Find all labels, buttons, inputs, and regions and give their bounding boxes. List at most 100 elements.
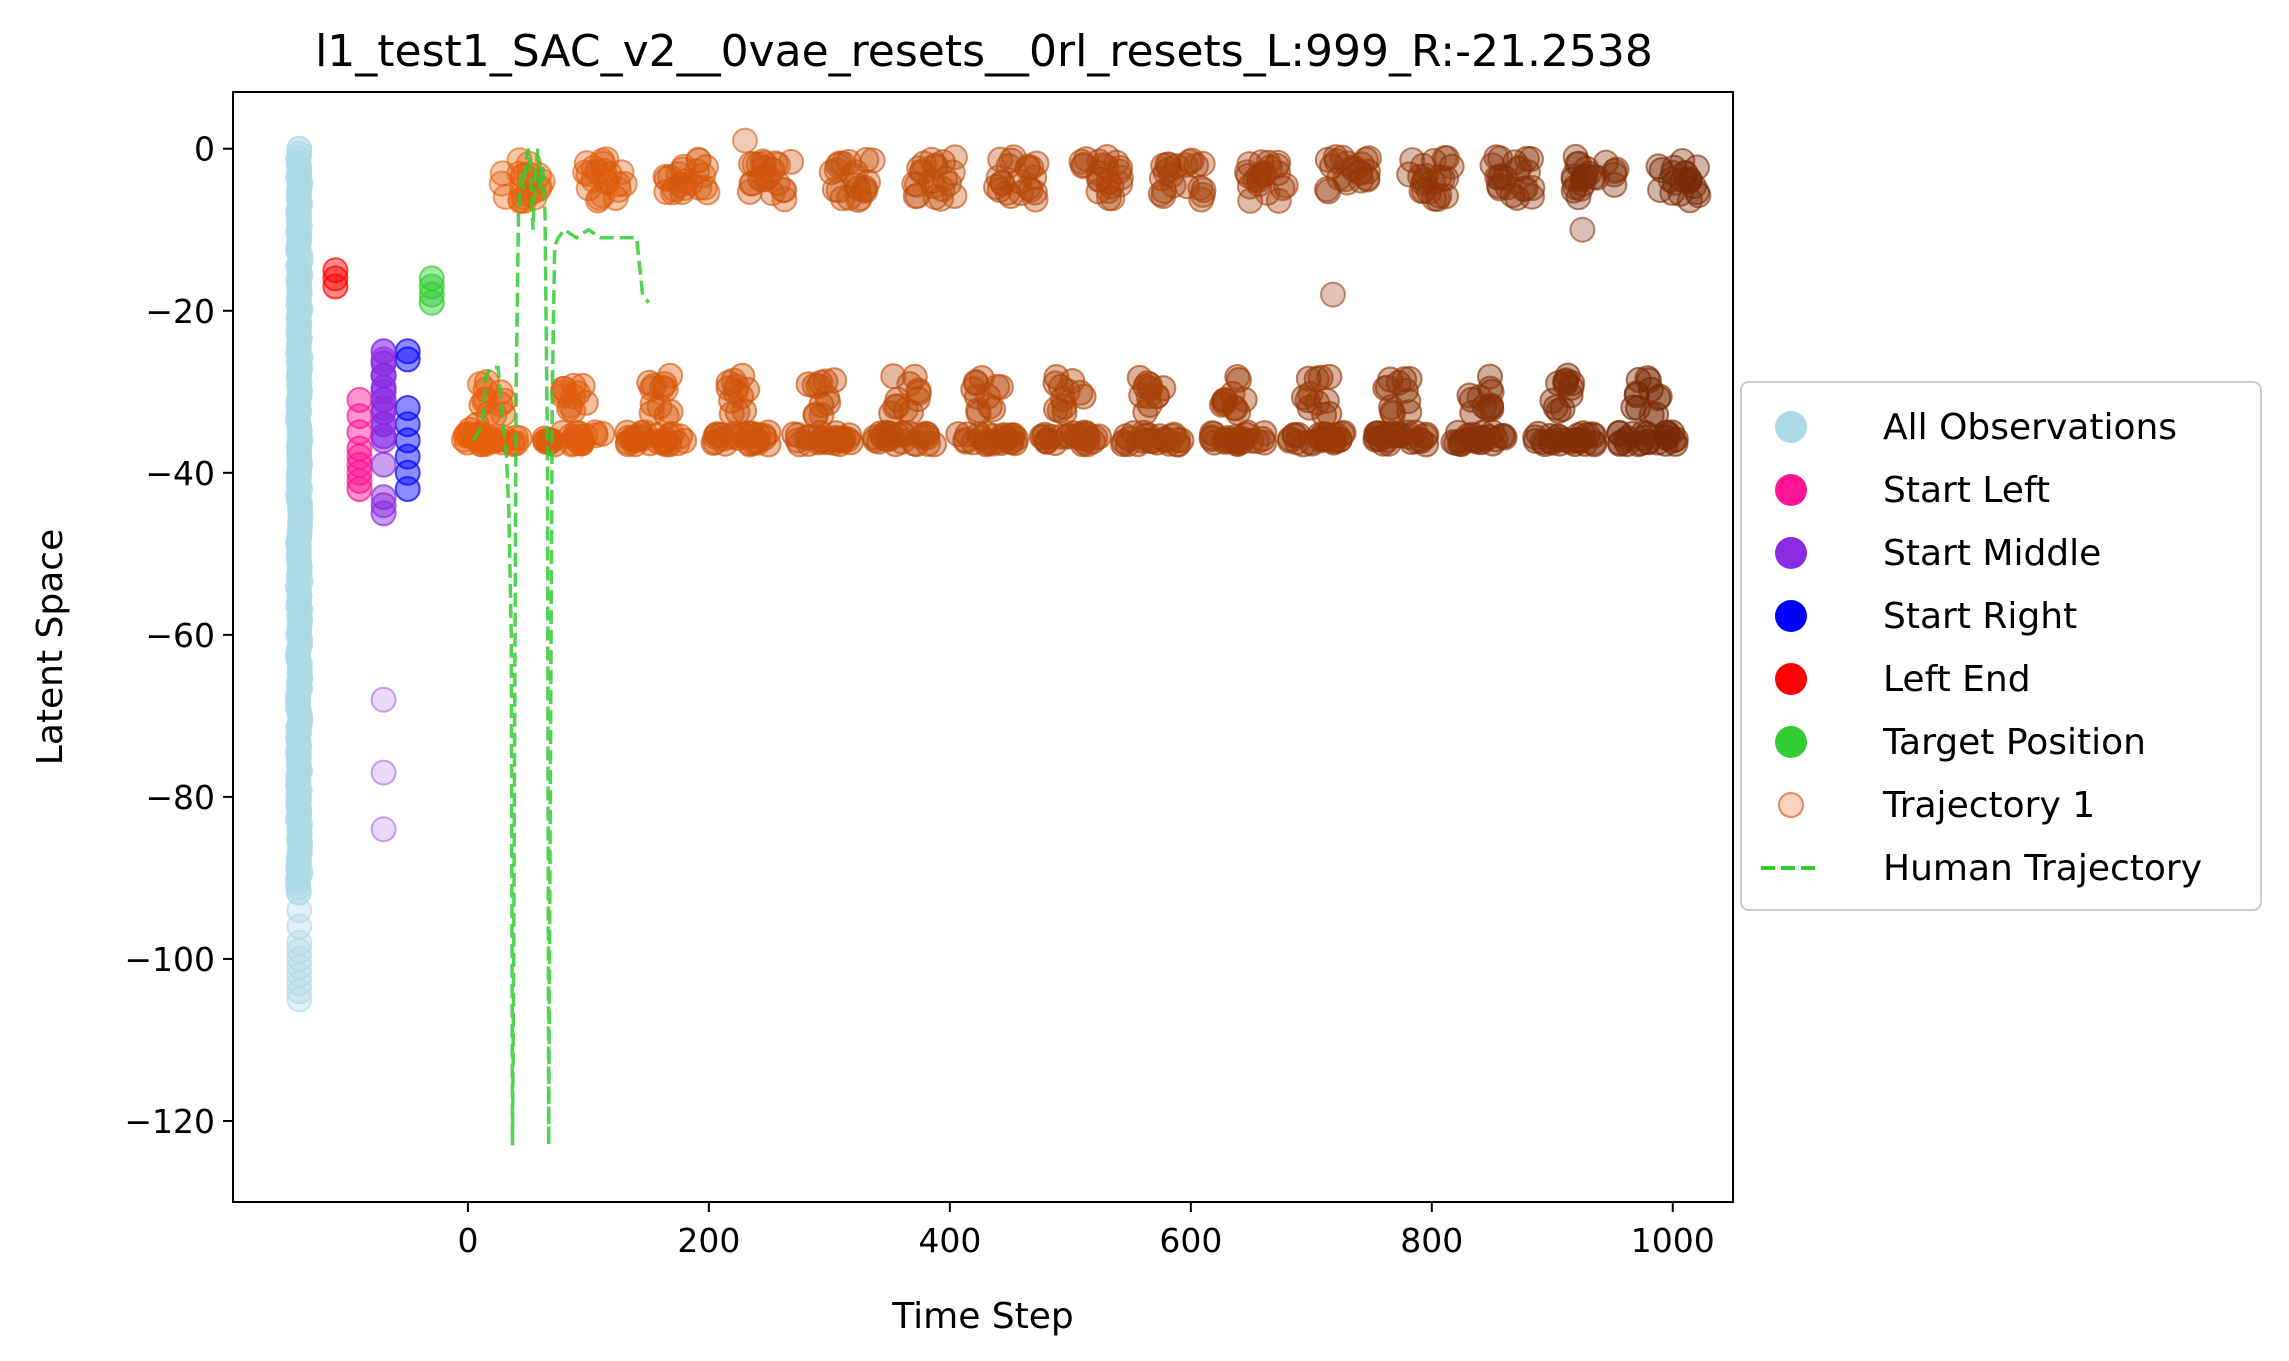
trajectory-1-point (815, 389, 842, 416)
trajectory-1-point (1433, 145, 1460, 172)
trajectory-1-point (980, 422, 1006, 449)
legend-label: Trajectory 1 (1882, 785, 2095, 826)
trajectory-1-point (1522, 427, 1549, 454)
trajectory-1-point (1225, 366, 1252, 393)
x-tick-label: 1000 (1631, 1221, 1715, 1260)
trajectory-1-point (1660, 427, 1687, 454)
target-position-point (418, 281, 445, 308)
trajectory-1-point (921, 431, 948, 458)
legend-marker (1778, 792, 1804, 818)
trajectory-1-point (1043, 364, 1070, 390)
trajectory-1-point (1144, 383, 1170, 409)
x-tick-label: 400 (918, 1221, 981, 1260)
start-middle-point (370, 451, 397, 478)
trajectory-1-point (667, 171, 694, 198)
trajectory-1-point (882, 393, 909, 420)
y-tick-label: −80 (145, 778, 215, 817)
trajectory-1-point (851, 176, 878, 203)
trajectory-1-point (1426, 164, 1453, 191)
legend-label: Start Left (1883, 470, 2050, 511)
trajectory-1-point (590, 157, 617, 184)
trajectory-1-point (1023, 150, 1050, 177)
legend-marker (1775, 663, 1807, 695)
trajectory-1-point (1085, 178, 1112, 205)
trajectory-1-point (1231, 386, 1258, 413)
trajectory-1-point (639, 391, 666, 418)
start-middle-point (370, 759, 397, 786)
trajectory-1-point (1334, 169, 1361, 196)
trajectory-1-point (1552, 370, 1579, 397)
trajectory-1-point (862, 427, 889, 454)
plot-area (285, 127, 1712, 1146)
trajectory-1-point (580, 167, 607, 194)
trajectory-1-point (1030, 424, 1057, 450)
x-tick-label: 800 (1400, 1221, 1463, 1260)
legend-marker (1775, 600, 1807, 632)
start-right-point (394, 476, 421, 502)
trajectory-1-point (821, 367, 848, 394)
start-right-point (394, 346, 421, 373)
trajectory-1-point (1255, 149, 1282, 176)
trajectory-1-point (1314, 146, 1341, 173)
legend: All Observations Start Left Start Middle St… (1740, 381, 2262, 911)
trajectory-1-point (1219, 380, 1246, 407)
trajectory-1-point (1486, 175, 1513, 202)
trajectory-1-point (1569, 216, 1596, 243)
trajectory-1-point (1638, 401, 1665, 428)
trajectory-1-point (1395, 423, 1422, 450)
trajectory-1-point (1086, 148, 1113, 175)
trajectory-1-point (1477, 363, 1503, 390)
trajectory-1-point (980, 396, 1007, 423)
all-observations-point (286, 978, 313, 1005)
trajectory-1-point (651, 371, 678, 397)
trajectory-1-point (1316, 363, 1343, 390)
trajectory-1-point (995, 153, 1022, 179)
trajectory-1-point (585, 187, 611, 214)
trajectory-1-point (590, 150, 617, 177)
all-observations-point (286, 986, 313, 1013)
trajectory-1-point (1672, 160, 1699, 187)
trajectory-1-point (732, 127, 758, 154)
trajectory-1-point (1647, 177, 1674, 203)
trajectory-1-point (906, 155, 933, 182)
legend-marker (1775, 537, 1807, 569)
trajectory-1-point (880, 363, 907, 390)
trajectory-1-point (762, 150, 789, 177)
trajectory-1-point (1281, 422, 1308, 448)
legend-label: All Observations (1883, 407, 2177, 448)
trajectory-1-point (1022, 186, 1049, 213)
trajectory-1-point (1155, 151, 1182, 178)
left-end-point (322, 273, 349, 300)
trajectory-1-point (1307, 427, 1334, 454)
trajectory-1-point (1165, 431, 1192, 458)
trajectory-1-point (489, 160, 516, 187)
legend-marker (1775, 411, 1807, 443)
trajectory-1-point (738, 170, 765, 197)
trajectory-1-point (901, 171, 928, 197)
start-middle-point (370, 423, 397, 450)
trajectory-1-point (1545, 397, 1572, 424)
legend-marker (1775, 726, 1807, 758)
trajectory-1-point (901, 363, 928, 390)
trajectory-1-point (825, 425, 852, 452)
trajectory-1-point (1070, 383, 1097, 410)
trajectory-1-point (808, 402, 835, 429)
legend-label: Start Middle (1883, 533, 2101, 574)
legend-label: Left End (1883, 659, 2031, 700)
trajectory-1-point (1033, 427, 1060, 454)
y-tick-label: −40 (145, 454, 215, 493)
trajectory-1-point (1320, 281, 1346, 308)
legend-label: Target Position (1882, 722, 2146, 763)
trajectory-1-point (918, 146, 945, 173)
trajectory-1-point (823, 157, 850, 184)
target-position-point (418, 289, 445, 316)
trajectory-1-point (1348, 151, 1375, 178)
y-tick-label: −20 (145, 292, 215, 331)
trajectory-1-point (771, 186, 798, 213)
trajectory-1-point (915, 430, 941, 457)
left-end-point (322, 265, 349, 292)
start-middle-point (370, 492, 397, 519)
trajectory-1-point (994, 179, 1021, 206)
trajectory-1-point (1042, 430, 1069, 457)
trajectory-1-point (1295, 365, 1322, 392)
